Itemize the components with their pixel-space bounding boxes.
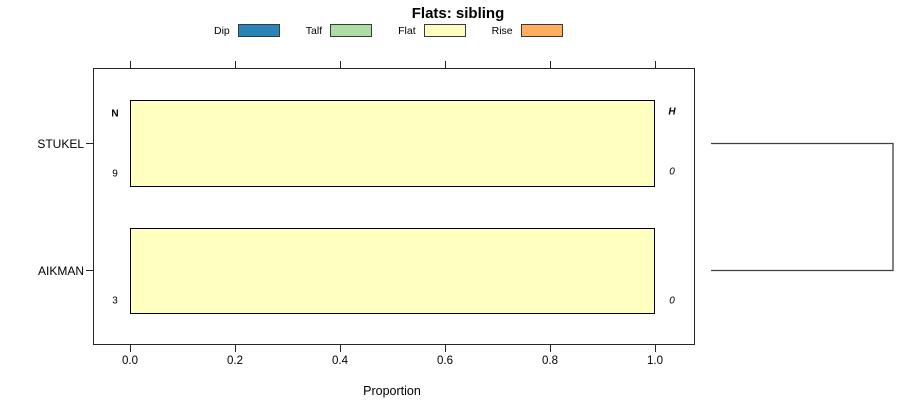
dendrogram-line <box>711 142 894 272</box>
x-tick-bottom-2 <box>340 345 342 352</box>
plot-box <box>93 68 695 345</box>
y-tick-stukel <box>86 142 93 145</box>
x-tick-label-2: 0.4 <box>332 355 348 367</box>
annotation-h-header: H <box>668 106 676 118</box>
legend-swatch-dip <box>237 24 280 37</box>
x-tick-top-0 <box>130 61 132 68</box>
x-tick-top-1 <box>235 61 237 68</box>
bar-row-aikman <box>130 228 655 314</box>
legend-label-rise: Rise <box>491 24 513 37</box>
legend-item-talf: Talf <box>305 24 373 37</box>
legend-label-flat: Flat <box>398 24 416 37</box>
x-tick-top-4 <box>550 61 552 68</box>
legend-swatch-talf <box>330 24 373 37</box>
legend-item-dip: Dip <box>214 24 280 37</box>
annotation-h-value-stukel: 0 <box>669 166 675 178</box>
chart-title: Flats: sibling <box>411 5 505 22</box>
annotation-h-value-aikman: 0 <box>669 295 675 307</box>
x-tick-bottom-5 <box>655 345 657 352</box>
legend-item-rise: Rise <box>492 24 563 37</box>
legend-label-talf: Talf <box>305 24 323 37</box>
legend-item-flat: Flat <box>398 24 466 37</box>
x-axis-label: Proportion <box>363 384 421 398</box>
legend-label-dip: Dip <box>214 24 230 37</box>
x-tick-label-5: 1.0 <box>647 355 663 367</box>
bar-segment-flat <box>131 229 654 313</box>
y-category-label-aikman: AIKMAN <box>37 263 84 278</box>
x-tick-bottom-4 <box>550 345 552 352</box>
legend-swatch-flat <box>423 24 466 37</box>
x-tick-top-5 <box>655 61 657 68</box>
bar-row-stukel <box>130 100 655 187</box>
annotation-n-value-stukel: 9 <box>112 168 118 180</box>
x-tick-top-2 <box>340 61 342 68</box>
legend-swatch-rise <box>520 24 563 37</box>
y-tick-aikman <box>86 269 93 272</box>
x-tick-label-1: 0.2 <box>227 355 243 367</box>
x-tick-label-3: 0.6 <box>437 355 453 367</box>
legend: Dip Talf Flat Rise <box>214 24 563 37</box>
x-tick-bottom-3 <box>445 345 447 352</box>
x-tick-bottom-1 <box>235 345 237 352</box>
bar-segment-flat <box>131 101 654 186</box>
annotation-n-value-aikman: 3 <box>112 295 118 307</box>
x-tick-top-3 <box>445 61 447 68</box>
x-tick-label-4: 0.8 <box>542 355 558 367</box>
annotation-n-header: N <box>111 108 119 120</box>
x-tick-bottom-0 <box>130 345 132 352</box>
x-tick-label-0: 0.0 <box>122 355 138 367</box>
y-category-label-stukel: STUKEL <box>37 136 84 151</box>
